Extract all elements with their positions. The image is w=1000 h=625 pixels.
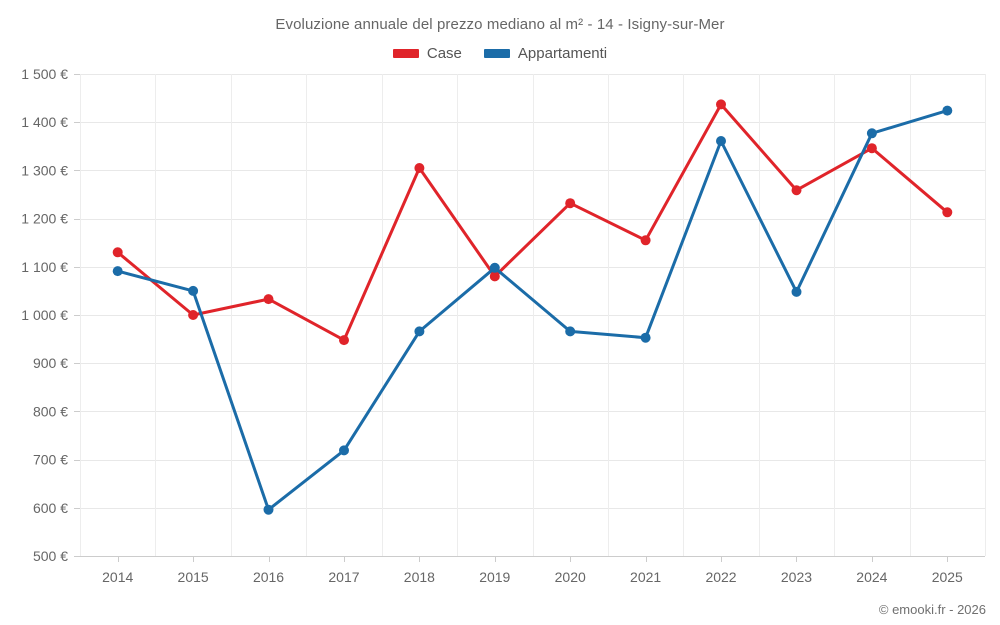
legend-swatch-appartamenti <box>483 49 510 58</box>
x-tick-label: 2025 <box>932 569 963 585</box>
data-point[interactable] <box>263 294 274 305</box>
data-point[interactable] <box>640 235 651 246</box>
data-point[interactable] <box>716 136 726 146</box>
data-point[interactable] <box>188 285 199 296</box>
y-tick-label: 1 400 € <box>21 114 68 130</box>
credit-text: © emooki.fr - 2026 <box>878 602 986 617</box>
x-tick-label: 2019 <box>479 569 510 585</box>
series-appartamenti <box>112 105 953 515</box>
legend-item-case[interactable]: Case <box>392 45 462 62</box>
y-tick-label: 1 200 € <box>21 211 68 227</box>
data-point[interactable] <box>489 271 500 282</box>
legend-label-case: Case <box>426 45 462 62</box>
legend-label-appartamenti: Appartamenti <box>517 45 608 62</box>
y-tick-label: 900 € <box>33 355 68 371</box>
y-tick-label: 500 € <box>33 548 68 564</box>
data-point[interactable] <box>791 185 802 196</box>
data-point[interactable] <box>716 99 726 110</box>
x-tick-label: 2021 <box>630 569 661 585</box>
data-point[interactable] <box>414 163 425 173</box>
data-point[interactable] <box>866 128 877 139</box>
y-tick-label: 1 500 € <box>21 66 68 82</box>
data-point[interactable] <box>112 266 123 277</box>
y-tick-label: 1 300 € <box>21 162 68 178</box>
x-tick-label: 2015 <box>178 569 209 585</box>
x-tick-label: 2022 <box>705 569 736 585</box>
x-tick-label: 2016 <box>253 569 284 585</box>
x-tick-label: 2023 <box>781 569 812 585</box>
chart-title: Evoluzione annuale del prezzo mediano al… <box>275 16 725 33</box>
data-series <box>112 99 953 515</box>
y-tick-label: 1 100 € <box>21 259 68 275</box>
x-tick-label: 2018 <box>404 569 435 585</box>
data-point[interactable] <box>640 332 651 343</box>
y-tick-label: 800 € <box>33 403 68 419</box>
data-point[interactable] <box>414 326 425 337</box>
y-tick-label: 600 € <box>33 500 68 516</box>
y-tick-label: 1 000 € <box>21 307 68 323</box>
data-point[interactable] <box>565 326 576 337</box>
data-point[interactable] <box>339 445 349 456</box>
axes <box>74 74 985 562</box>
data-point[interactable] <box>866 143 877 154</box>
x-tick-label: 2014 <box>102 569 133 585</box>
data-point[interactable] <box>565 198 576 209</box>
series-case <box>112 99 953 346</box>
x-axis-tick-labels: 2014 2015 2016 2017 2018 2019 2020 2021 2022 2023… <box>102 569 963 585</box>
legend-swatch-case <box>392 49 419 58</box>
data-point[interactable] <box>942 207 953 218</box>
data-point[interactable] <box>791 286 802 297</box>
data-point[interactable] <box>263 504 274 515</box>
series-line <box>116 109 949 512</box>
data-point[interactable] <box>188 310 199 320</box>
x-tick-label: 2020 <box>555 569 586 585</box>
data-point[interactable] <box>489 262 500 273</box>
y-tick-label: 700 € <box>33 452 68 468</box>
data-point[interactable] <box>942 105 953 116</box>
series-line <box>116 102 949 342</box>
data-point[interactable] <box>339 335 349 346</box>
x-tick-label: 2024 <box>856 569 887 585</box>
legend-item-appartamenti[interactable]: Appartamenti <box>483 45 608 62</box>
gridlines <box>80 74 986 557</box>
chart-legend: Case Appartamenti <box>0 45 1000 62</box>
x-tick-label: 2017 <box>328 569 359 585</box>
y-axis-tick-labels: 1 500 € 1 400 € 1 300 € 1 200 € 1 100 € 1 000… <box>21 66 68 564</box>
data-point[interactable] <box>112 247 123 258</box>
